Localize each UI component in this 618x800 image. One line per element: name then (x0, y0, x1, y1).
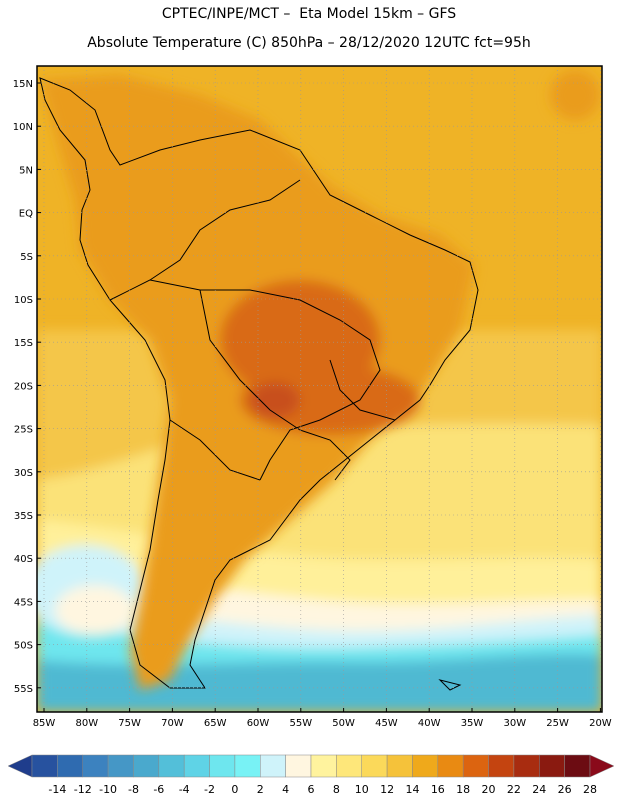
lon-label: 55W (289, 718, 312, 729)
lat-label: 15S (14, 338, 33, 349)
lat-label: 55S (14, 684, 33, 695)
lon-label: 80W (75, 718, 98, 729)
border-line-1 (149, 279, 381, 481)
lat-label: 25S (14, 425, 33, 436)
colorbar-label: 24 (532, 783, 546, 796)
map-frame (36, 65, 603, 713)
lon-label: 70W (161, 718, 184, 729)
lat-label: 45S (14, 597, 33, 608)
colorbar-label: 6 (308, 783, 315, 796)
lat-label: 20S (14, 381, 33, 392)
falklands-outline (438, 679, 462, 691)
colorbar-swatch (107, 754, 134, 778)
colorbar-label: 14 (405, 783, 419, 796)
colorbar-swatch (488, 754, 515, 778)
colorbar-label: 10 (355, 783, 369, 796)
cold-pool-west-core (55, 585, 135, 635)
colorbar-label: -8 (128, 783, 139, 796)
colorbar-label: 16 (431, 783, 445, 796)
border-line-3 (109, 179, 301, 301)
colorbar-label: 26 (558, 783, 572, 796)
lon-label: 25W (546, 718, 569, 729)
longitude-labels: 85W 80W 75W 70W 65W 60W 55W 50W 45W 40W 35W 30W 25W 2… (33, 708, 612, 729)
border-line-4 (299, 429, 351, 481)
lon-label: 35W (461, 718, 484, 729)
colorbar-label: 12 (380, 783, 394, 796)
colorbar-swatch (285, 754, 312, 778)
border-line-6 (329, 359, 396, 421)
lat-label: 30S (14, 468, 33, 479)
colorbar-swatch (209, 754, 236, 778)
border-line-2 (199, 289, 301, 431)
lat-label: 50S (14, 641, 33, 652)
lon-label: 65W (204, 718, 227, 729)
map-title-line-1: CPTEC/INPE/MCT – Eta Model 15km – GFS (161, 6, 457, 22)
lon-label: 40W (418, 718, 441, 729)
land-hot-core-south (240, 365, 420, 435)
ocean-band-cold-blue (37, 653, 602, 712)
lon-label: 20W (589, 718, 612, 729)
colorbar-swatch (183, 754, 210, 778)
colorbar-swatch (57, 754, 83, 778)
colorbar: -14 -12 -10 -8 -6 -4 -2 0 2 4 6 8 10 12 14 16 18 20 22 24 26… (7, 754, 615, 796)
colorbar-swatch (412, 754, 439, 778)
lon-label: 85W (33, 718, 56, 729)
colorbar-label: 28 (583, 783, 597, 796)
colorbar-label: 4 (282, 783, 289, 796)
lat-label: 10N (13, 122, 33, 133)
ocean-warm-spot-ne (550, 70, 600, 120)
colorbar-label: 22 (507, 783, 521, 796)
colorbar-label: -12 (74, 783, 92, 796)
colorbar-label: 0 (231, 783, 238, 796)
colorbar-swatch (386, 754, 413, 778)
lat-label: 5S (20, 252, 33, 263)
colorbar-label: -2 (204, 783, 215, 796)
lat-label: 5N (19, 165, 33, 176)
lat-label: 40S (14, 554, 33, 565)
colorbar-label: -14 (48, 783, 66, 796)
colorbar-max-arrow (589, 754, 615, 778)
land-hottest-spot (250, 382, 300, 418)
colorbar-swatch (310, 754, 337, 778)
map-title-line-2: Absolute Temperature (C) 850hPa – 28/12/… (87, 35, 531, 51)
colorbar-swatch (234, 754, 261, 778)
lat-label: 35S (14, 511, 33, 522)
south-america-outline (39, 77, 479, 689)
colorbar-swatch (361, 754, 388, 778)
colorbar-label: 18 (456, 783, 470, 796)
lat-label: 10S (14, 295, 33, 306)
colorbar-swatch (336, 754, 362, 778)
lon-label: 50W (332, 718, 355, 729)
colorbar-swatch (539, 754, 565, 778)
colorbar-swatch (31, 754, 58, 778)
colorbar-swatch (82, 754, 109, 778)
colorbar-swatch (437, 754, 464, 778)
lon-label: 60W (247, 718, 270, 729)
colorbar-swatch (564, 754, 591, 778)
colorbar-label: 8 (333, 783, 340, 796)
colorbar-label: -6 (153, 783, 164, 796)
colorbar-label: -4 (179, 783, 190, 796)
colorbar-swatch (462, 754, 489, 778)
colorbar-min-arrow (7, 754, 33, 778)
lon-label: 75W (118, 718, 141, 729)
lon-label: 30W (503, 718, 526, 729)
colorbar-swatch (133, 754, 160, 778)
lat-label: 15N (13, 79, 33, 90)
colorbar-label: 20 (482, 783, 496, 796)
colorbar-label: -10 (99, 783, 117, 796)
colorbar-swatch (513, 754, 540, 778)
temperature-field (37, 66, 602, 712)
coastlines (39, 77, 479, 691)
lon-label: 45W (375, 718, 398, 729)
latitude-labels: 15N 10N 5N EQ 5S 10S 15S 20S 25S 30S 35S 40S 45S 50S 5… (13, 79, 41, 695)
colorbar-swatch (260, 754, 286, 778)
colorbar-label: 2 (257, 783, 264, 796)
lat-label: EQ (19, 209, 33, 220)
colorbar-swatch (158, 754, 185, 778)
